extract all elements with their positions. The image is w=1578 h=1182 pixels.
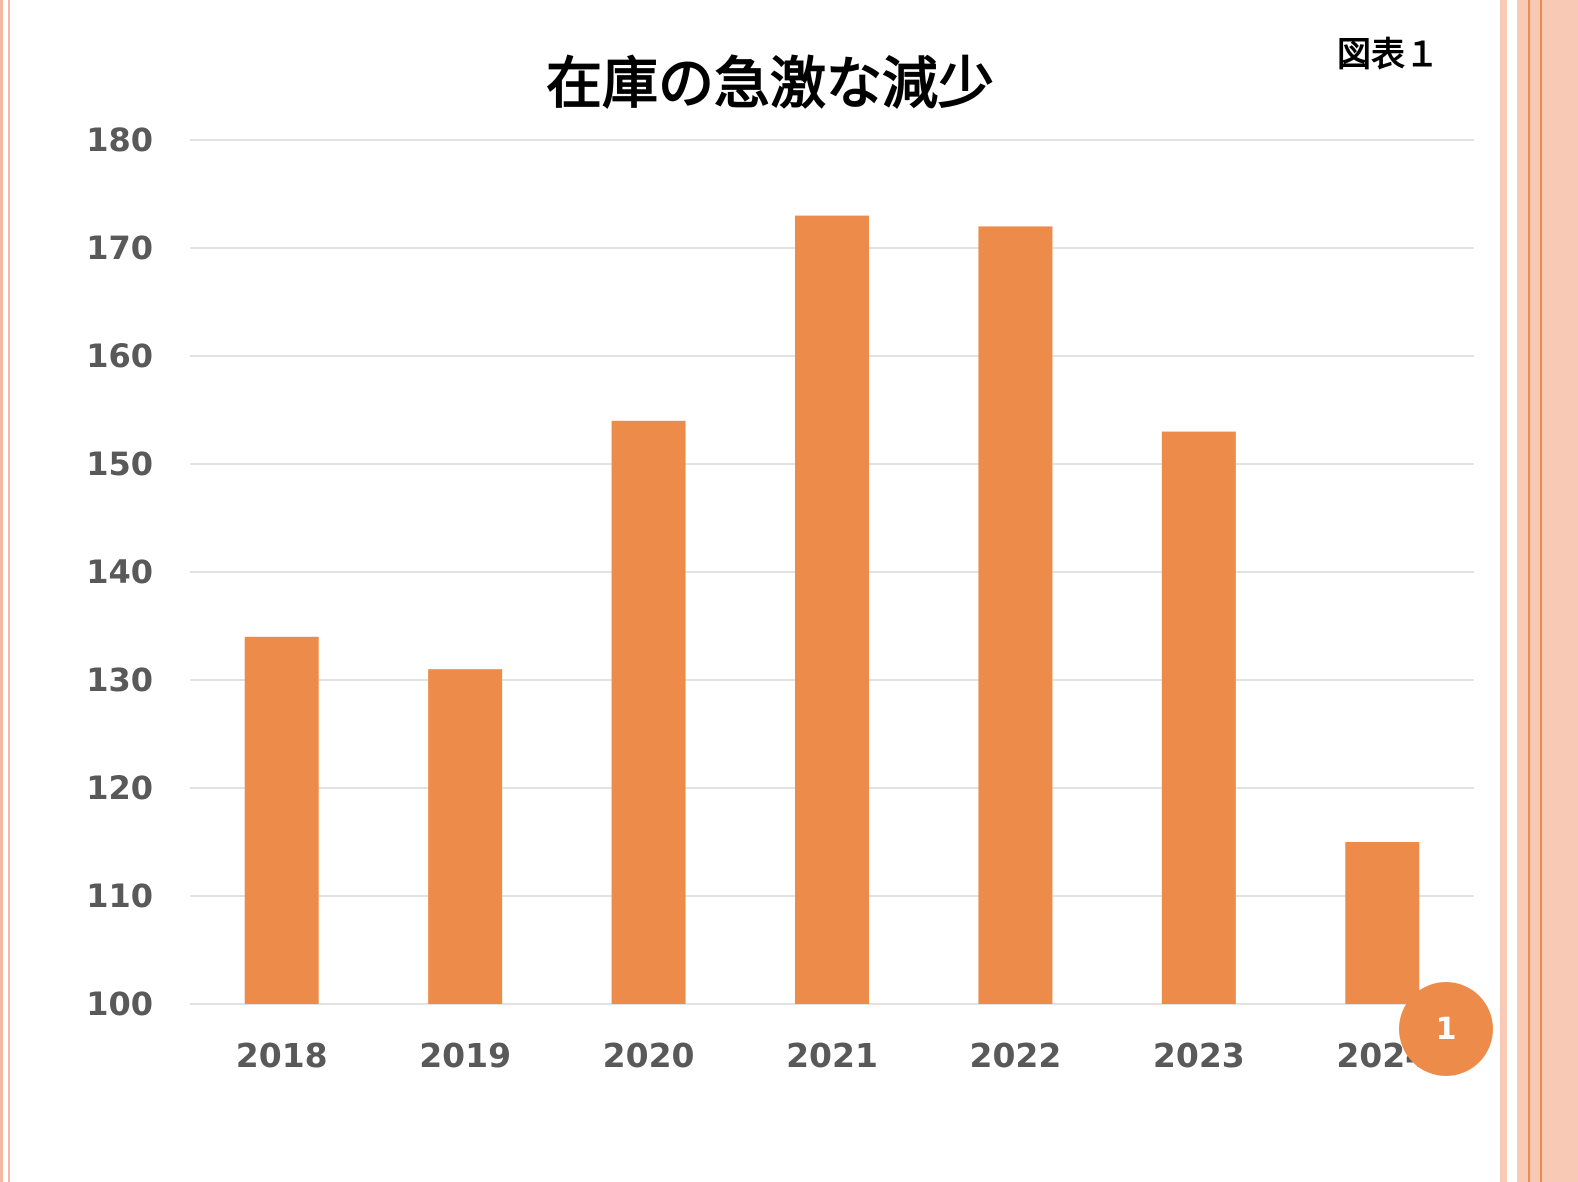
y-tick-label: 100: [86, 985, 153, 1023]
x-tick-label: 2020: [603, 1036, 695, 1075]
x-axis-ticks: 2018 2019 2020 2021 2022 2023 2024: [236, 1036, 1428, 1075]
y-tick-label: 120: [86, 769, 153, 807]
bar-2022: [978, 226, 1053, 1004]
frame-right-line-2: [1540, 0, 1542, 1182]
frame-right-white: [1507, 0, 1517, 1182]
bar-2020: [611, 420, 686, 1004]
y-tick-label: 140: [86, 553, 153, 591]
y-axis-ticks: 100 110 120 130 140 150 160 170 180: [86, 121, 153, 1023]
bar-2018: [244, 636, 319, 1004]
bar-2024: [1345, 842, 1420, 1004]
page-number: 1: [1436, 1012, 1457, 1047]
bar-2023: [1161, 431, 1236, 1005]
x-tick-label: 2019: [419, 1036, 511, 1075]
bar-2021: [795, 215, 869, 1005]
y-tick-label: 150: [86, 445, 153, 483]
y-tick-label: 160: [86, 337, 153, 375]
x-tick-label: 2018: [236, 1036, 328, 1075]
y-tick-label: 180: [86, 121, 153, 159]
frame-left-outer: [0, 0, 3, 1182]
chart-title: 在庫の急激な減少: [546, 52, 994, 117]
page-number-badge: 1: [1399, 982, 1493, 1076]
y-tick-label: 170: [86, 229, 153, 267]
bars: [244, 215, 1420, 1005]
x-tick-label: 2022: [969, 1036, 1061, 1075]
x-tick-label: 2023: [1153, 1036, 1245, 1075]
bar-2019: [428, 669, 503, 1004]
bar-chart: 在庫の急激な減少 図表１ 100 110 120 130 140 150 160 170 180…: [86, 35, 1493, 1076]
frame-right-line-1: [1528, 0, 1530, 1182]
x-tick-label: 2021: [786, 1036, 878, 1075]
figure-label: 図表１: [1337, 35, 1439, 75]
page-number-circle: [1399, 982, 1493, 1076]
frame-left-inner: [8, 0, 10, 1182]
y-tick-label: 110: [86, 877, 153, 915]
y-tick-label: 130: [86, 661, 153, 699]
